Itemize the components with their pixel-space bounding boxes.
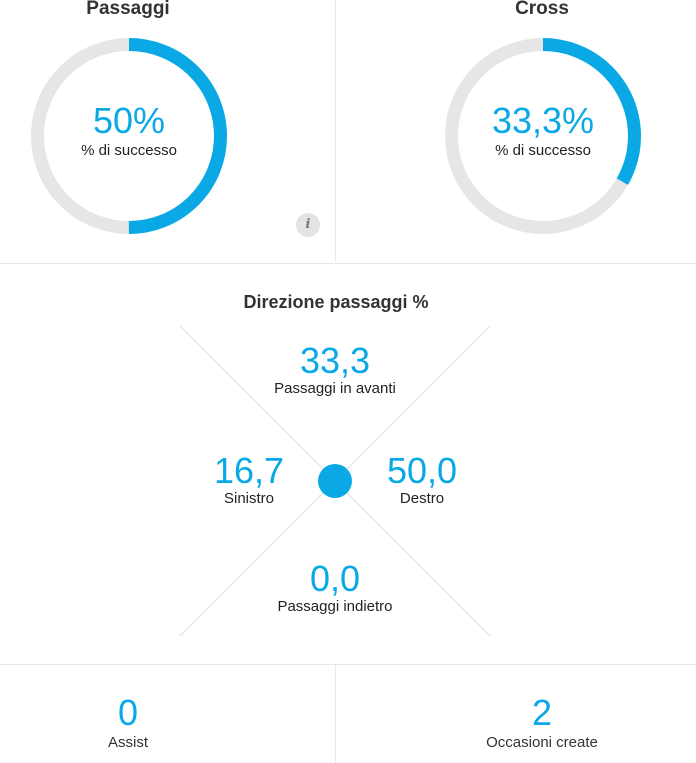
chances-created-stat: 2 Occasioni create [442,692,642,752]
direction-left: 16,7 Sinistro [189,452,309,508]
direction-backward-label: Passaggi indietro [277,598,393,615]
info-icon[interactable]: i [296,213,320,237]
assist-value: 0 [117,692,139,733]
top-column-divider [335,0,336,262]
direction-forward-label: Passaggi in avanti [274,380,396,397]
cross-success-value: 33,3% [491,100,595,141]
direction-right-value: 50,0 [386,450,458,491]
chances-created-value: 2 [531,692,553,733]
direction-diagram [179,325,491,637]
passes-success-label: % di successo [81,142,177,159]
cross-donut: 33,3% % di successo [441,34,645,238]
cross-donut-chart [445,38,641,234]
direction-forward-value: 33,3 [299,340,371,381]
direction-left-value: 16,7 [213,450,285,491]
passes-donut-center: 50% % di successo [27,100,231,160]
cross-title: Cross [515,0,569,19]
chances-created-label: Occasioni create [486,734,598,751]
direction-backward-value: 0,0 [309,558,361,599]
top-section-divider [0,263,696,264]
passes-title: Passaggi [86,0,170,19]
direction-left-label: Sinistro [223,490,275,507]
direction-center-dot [318,464,352,498]
passes-donut: 50% % di successo [27,34,231,238]
direction-forward: 33,3 Passaggi in avanti [235,342,435,398]
direction-right: 50,0 Destro [362,452,482,508]
direction-right-label: Destro [399,490,445,507]
passes-success-value: 50% [92,100,166,141]
passes-donut-arc [31,38,227,234]
cross-success-label: % di successo [495,142,591,159]
cross-donut-center: 33,3% % di successo [441,100,645,160]
direction-backward: 0,0 Passaggi indietro [235,560,435,616]
direction-title: Direzione passaggi % [243,292,429,312]
cross-donut-arc [445,38,641,234]
bottom-section-divider [0,664,696,665]
bottom-column-divider [335,665,336,763]
assist-stat: 0 Assist [28,692,228,752]
passes-donut-chart [31,38,227,234]
assist-label: Assist [107,734,148,751]
